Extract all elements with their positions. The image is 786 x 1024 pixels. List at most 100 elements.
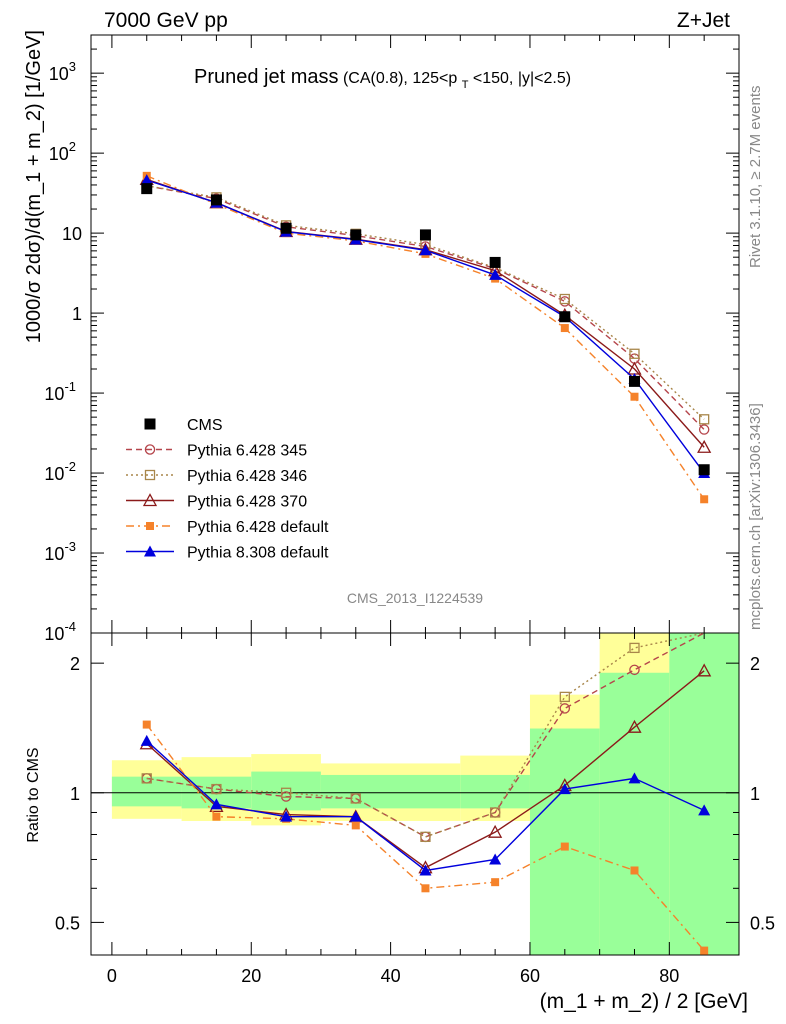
point-p8def — [140, 174, 153, 186]
ratio-point-p8def — [419, 864, 432, 876]
ratio-point-p8def — [140, 734, 153, 746]
series-line-p345 — [146, 185, 705, 431]
series-line-p346 — [146, 185, 705, 420]
point-cms — [559, 311, 571, 323]
ratio-point-p346 — [350, 793, 361, 804]
x-tick-label: 0 — [107, 966, 117, 986]
plot-title: Pruned jet mass (CA(0.8), 125<p T <150, … — [194, 66, 571, 92]
ratio-series-p8def — [140, 734, 711, 876]
x-tick-label: 60 — [520, 966, 540, 986]
band-green-6 — [599, 672, 670, 955]
mcplots-label: mcplots.cern.ch [arXiv:1306.3436] — [747, 403, 764, 630]
legend-label-cms: CMS — [187, 417, 223, 434]
ratio-point-p6def — [700, 946, 709, 955]
rivet-label: Rivet 3.1.10, ≥ 2.7M events — [747, 86, 764, 269]
y-tick-label: 10-4 — [44, 619, 76, 644]
point-cms — [141, 183, 153, 195]
point-p6def — [700, 495, 709, 504]
ratio-point-p8def — [558, 783, 571, 795]
y-tick-label: 10 — [62, 224, 82, 244]
legend-item-p346: Pythia 6.428 346 — [126, 468, 307, 485]
legend-label-p370: Pythia 6.428 370 — [187, 494, 307, 511]
series-layer — [139, 171, 712, 955]
point-p346 — [629, 348, 640, 359]
point-cms — [419, 229, 431, 241]
point-p370 — [697, 439, 712, 453]
legend-label-p345: Pythia 6.428 345 — [187, 443, 307, 460]
legend-label-p8def: Pythia 8.308 default — [187, 545, 329, 562]
x-tick-label: 40 — [381, 966, 401, 986]
point-p346 — [699, 414, 710, 425]
ratio-point-p6def — [142, 720, 151, 729]
legend-item-p370: Pythia 6.428 370 — [126, 493, 307, 511]
ratio-y-tick-label-left: 2 — [70, 654, 80, 674]
point-cms — [489, 256, 501, 268]
ratio-y-tick-label-right: 0.5 — [750, 913, 775, 933]
plot-title-cuts: (CA(0.8), 125<p — [343, 70, 457, 87]
ratio-point-p346 — [141, 773, 152, 784]
ratio-y-tick-label-left: 0.5 — [55, 913, 80, 933]
ratio-point-p8def — [489, 853, 502, 865]
series-p370 — [139, 172, 712, 453]
ratio-point-p370 — [627, 719, 642, 733]
band-green-7 — [669, 633, 739, 955]
y-axis-label-top: 1000/σ 2dσ)/d(m_1 + m_2) [1/GeV] — [23, 30, 45, 343]
point-p6def — [630, 392, 639, 401]
band-green-3 — [320, 774, 461, 809]
x-tick-label: 80 — [659, 966, 679, 986]
band-green-4 — [460, 774, 530, 809]
y-axis-label-ratio: Ratio to CMS — [25, 747, 42, 842]
watermark: CMS_2013_I1224539 — [347, 590, 483, 606]
series-p346 — [141, 180, 710, 425]
ratio-frame — [90, 632, 740, 956]
legend-label-p346: Pythia 6.428 346 — [187, 468, 307, 485]
ratio-point-p346 — [489, 807, 501, 818]
y-tick-label: 1 — [72, 304, 82, 324]
legend-marker-cms — [144, 418, 156, 430]
y-tick-label: 10-1 — [44, 379, 76, 404]
series-cms — [141, 183, 710, 476]
point-cms — [350, 229, 362, 241]
ratio-point-p345 — [629, 664, 640, 676]
ratio-point-p345 — [420, 831, 431, 843]
x-tick-label: 20 — [241, 966, 261, 986]
legend-marker-p346 — [144, 469, 156, 481]
legend-marker-p8def — [144, 545, 156, 557]
x-axis-label: (m_1 + m_2) / 2 [GeV] — [540, 990, 748, 1013]
legend-item-p6def: Pythia 6.428 default — [126, 519, 329, 536]
ratio-y-tick-label-right: 2 — [750, 654, 760, 674]
series-line-p370 — [146, 178, 705, 448]
ratio-point-p346 — [559, 691, 570, 703]
legend-item-p345: Pythia 6.428 345 — [126, 443, 307, 460]
ratio-bands — [91, 633, 739, 955]
point-p346 — [559, 293, 570, 305]
ratio-point-p8def — [349, 810, 362, 822]
y-tick-label: 10-2 — [44, 459, 76, 484]
ratio-point-p346 — [629, 642, 640, 654]
series-line-p8def — [146, 179, 705, 474]
point-cms — [698, 464, 710, 476]
series-p345 — [141, 180, 710, 435]
point-cms — [628, 375, 640, 387]
point-p345 — [698, 424, 710, 435]
plot-title-main: Pruned jet mass — [194, 66, 339, 88]
ratio-y-tick-label-left: 1 — [70, 784, 80, 804]
ratio-line-p345 — [146, 633, 705, 838]
ratio-point-p346 — [211, 783, 222, 795]
ratio-line-p346 — [146, 633, 705, 838]
ratio-point-p8def — [628, 772, 641, 784]
ratio-point-p6def — [630, 866, 639, 875]
legend-label-p6def: Pythia 6.428 default — [187, 519, 329, 536]
legend: CMS Pythia 6.428 345 Pythia 6.428 346 Pythi… — [126, 417, 329, 562]
series-p8def — [140, 174, 711, 479]
point-cms — [280, 222, 292, 234]
ratio-series-p346 — [141, 633, 705, 843]
ratio-point-p8def — [210, 798, 223, 810]
legend-item-cms: CMS — [144, 417, 223, 434]
legend-marker-p370 — [142, 493, 158, 507]
plot-title-cuts-post: <150, |y|<2.5) — [473, 70, 571, 87]
ratio-point-p8def — [698, 804, 711, 816]
point-p8def — [489, 268, 502, 280]
ratio-point-p346 — [420, 831, 431, 843]
